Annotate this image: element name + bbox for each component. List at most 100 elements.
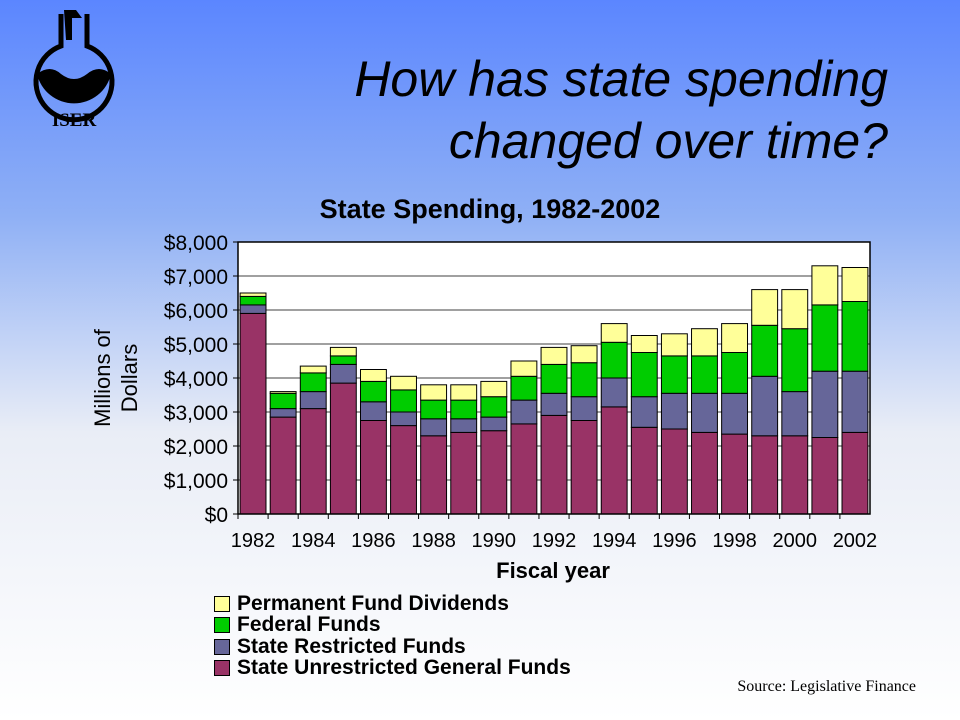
bar-segment: [540, 414, 568, 515]
legend-label: State Restricted Funds: [237, 634, 466, 658]
x-tick-label: 1996: [652, 530, 697, 552]
bar-segment: [660, 333, 688, 357]
bar-segment: [510, 423, 538, 515]
x-tick-label: 1984: [291, 530, 336, 552]
y-tick-label: $5,000: [164, 334, 228, 357]
bar-segment: [600, 406, 628, 515]
bar-segment: [239, 312, 267, 515]
bar-segment: [811, 437, 839, 515]
bar-segment: [781, 289, 809, 330]
bar-segment: [691, 392, 718, 433]
y-tick-labels: $0 $1,000 $2,000 $3,000 $4,000 $5,000 $6,000 $7…: [164, 232, 228, 527]
bar-segment: [570, 345, 598, 364]
bar-segment: [480, 380, 508, 398]
bar-segment: [540, 346, 568, 365]
x-tick-label: 1982: [231, 530, 276, 552]
bar-segment: [299, 365, 327, 374]
bar-segment: [450, 431, 478, 515]
bar-segment: [329, 363, 357, 384]
bar-segment: [600, 323, 628, 343]
bar-segment: [420, 418, 448, 437]
x-tick-label: 1986: [351, 530, 396, 552]
bar-segment: [841, 301, 869, 372]
y-tick-label: $6,000: [164, 300, 228, 323]
bar-segment: [510, 375, 538, 401]
bar-segment: [450, 418, 478, 433]
plot-border: [237, 241, 871, 515]
bar-segment: [600, 377, 628, 408]
bar-segment: [390, 375, 417, 391]
bar-segment: [359, 420, 387, 515]
y-axis-label-line-1: Millions of: [90, 328, 115, 427]
bar-segment: [480, 416, 508, 432]
bar-segment: [359, 380, 387, 403]
chart-title: State Spending, 1982-2002: [320, 194, 661, 224]
page-title: How has state spending changed over time…: [248, 48, 888, 172]
bar-segment: [630, 335, 658, 353]
bar-segment: [751, 324, 779, 377]
bar-segment: [721, 433, 749, 515]
bar-segment: [299, 408, 327, 515]
bar-segment: [239, 292, 267, 297]
bar-segment: [450, 399, 478, 420]
bar-segment: [691, 328, 718, 357]
legend-item: State Restricted Funds: [214, 634, 571, 658]
bar-segment: [269, 416, 297, 515]
legend-label: State Unrestricted General Funds: [237, 656, 571, 680]
bar-segment: [540, 363, 568, 394]
bar-segment: [570, 362, 598, 398]
title-line-1: How has state spending: [354, 51, 888, 107]
y-tick-label: $4,000: [164, 368, 228, 391]
bar-segment: [570, 396, 598, 422]
legend: Permanent Fund Dividends Federal Funds Sta…: [214, 592, 571, 680]
bar-segment: [420, 399, 448, 420]
bar-segment: [811, 265, 839, 306]
x-tick-label: 1992: [532, 530, 577, 552]
bar-segment: [721, 323, 749, 354]
bar-segment: [269, 391, 297, 394]
bar-segment: [841, 267, 869, 302]
bar-segment: [359, 401, 387, 421]
title-line-2: changed over time?: [448, 113, 888, 169]
bar-segment: [480, 430, 508, 515]
x-tick-label: 1988: [411, 530, 456, 552]
y-tick-label: $2,000: [164, 436, 228, 459]
bar-segment: [570, 420, 598, 515]
flask-body: [33, 14, 115, 123]
y-tick-label: $8,000: [164, 232, 228, 255]
x-tick-label: 1998: [712, 530, 757, 552]
y-tick-label: $3,000: [164, 402, 228, 425]
bar-segment: [781, 435, 809, 515]
iser-logo: ISER: [33, 10, 115, 131]
logo-text: ISER: [52, 110, 97, 131]
bar-segment: [450, 384, 478, 401]
bar-segment: [329, 355, 357, 365]
bar-segment: [239, 295, 267, 306]
legend-item: Federal Funds: [214, 613, 571, 636]
bar-segment: [269, 408, 297, 418]
flask-figure: [64, 10, 82, 40]
bar-segment: [781, 391, 809, 437]
bar-segment: [811, 304, 839, 372]
bar-segment: [299, 372, 327, 393]
bar-segment: [540, 392, 568, 416]
bar-segment: [299, 391, 327, 410]
bar-segment: [630, 352, 658, 398]
legend-swatch: [214, 595, 230, 612]
bar-segment: [420, 384, 448, 401]
source-note: Source: Legislative Finance: [737, 678, 916, 695]
bar-segment: [420, 435, 448, 515]
x-axis-label: Fiscal year: [496, 558, 610, 583]
bar-segment: [841, 370, 869, 433]
bar-segment: [329, 346, 357, 357]
bar-segment: [480, 396, 508, 418]
bar-segment: [510, 399, 538, 425]
bar-segment: [390, 425, 417, 515]
legend-swatch: [214, 617, 230, 634]
flask-liquid: [37, 69, 111, 104]
bar-segment: [691, 431, 718, 515]
bar-segment: [811, 370, 839, 439]
bar-segment: [359, 369, 387, 382]
bar-segment: [751, 435, 779, 515]
